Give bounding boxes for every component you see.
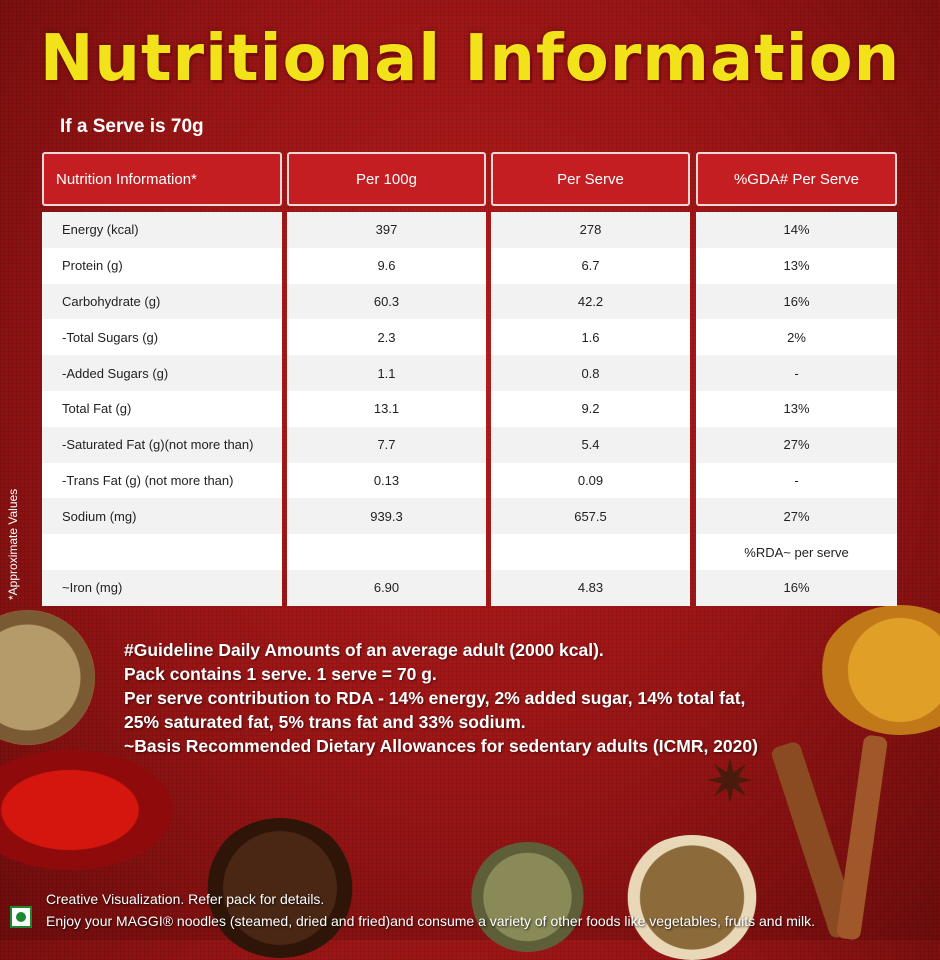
cell-nutrient: -Trans Fat (g) (not more than) <box>42 462 282 499</box>
note-rda-basis: ~Basis Recommended Dietary Allowances fo… <box>124 736 758 756</box>
cell-per-100g: 6.90 <box>287 569 486 606</box>
cell-per-100g: 2.3 <box>287 319 486 356</box>
cell-per-100g: 60.3 <box>287 283 486 320</box>
cell-per-serve: 42.2 <box>491 283 690 320</box>
cell-gda: 14% <box>696 212 897 248</box>
per-serve-column-body: 278 6.7 42.2 1.6 0.8 9.2 5.4 0.09 657.5 … <box>491 212 690 606</box>
nutrient-column-body: Energy (kcal) Protein (g) Carbohydrate (… <box>42 212 282 606</box>
cell-per-serve: 278 <box>491 212 690 248</box>
footer-line-visualization: Creative Visualization. Refer pack for d… <box>46 891 325 907</box>
footer-disclaimer: Creative Visualization. Refer pack for d… <box>46 888 815 932</box>
cell-rda-label: %RDA~ per serve <box>696 534 897 570</box>
cell-nutrient: Protein (g) <box>42 247 282 284</box>
footer-line-enjoy: Enjoy your MAGGI® noodles (steamed, drie… <box>46 913 816 929</box>
note-rda-contribution-cont: 25% saturated fat, 5% trans fat and 33% … <box>124 712 526 732</box>
cell-per-serve: 0.09 <box>491 462 690 499</box>
column-per-100g: Per 100g 397 9.6 60.3 2.3 1.1 13.1 7.7 0… <box>287 152 486 606</box>
cell-nutrient <box>42 534 282 570</box>
cell-per-100g: 939.3 <box>287 498 486 535</box>
cell-per-serve: 9.2 <box>491 390 690 427</box>
turmeric-bowl-image <box>820 605 940 735</box>
cell-gda: - <box>696 355 897 391</box>
column-gda: %GDA# Per Serve 14% 13% 16% 2% - 13% 27%… <box>696 152 897 606</box>
cell-nutrient: Total Fat (g) <box>42 390 282 427</box>
cell-gda: 16% <box>696 569 897 606</box>
red-chillies-image <box>0 740 190 880</box>
page-title: Nutritional Information <box>39 22 901 96</box>
cell-per-serve <box>491 534 690 570</box>
cell-per-100g: 397 <box>287 212 486 248</box>
footnotes: #Guideline Daily Amounts of an average a… <box>124 638 758 758</box>
cell-per-serve: 657.5 <box>491 498 690 535</box>
approximate-values-label: *Approximate Values <box>6 488 20 600</box>
cell-nutrient: Sodium (mg) <box>42 498 282 535</box>
cell-gda: 27% <box>696 498 897 535</box>
cell-per-serve: 0.8 <box>491 355 690 391</box>
note-rda-contribution: Per serve contribution to RDA - 14% ener… <box>124 688 746 708</box>
cell-nutrient: -Added Sugars (g) <box>42 355 282 391</box>
cell-nutrient: -Saturated Fat (g)(not more than) <box>42 426 282 463</box>
cell-gda: - <box>696 462 897 499</box>
cell-nutrient: -Total Sugars (g) <box>42 319 282 356</box>
cell-per-serve: 4.83 <box>491 569 690 606</box>
cell-gda: 2% <box>696 319 897 356</box>
cell-gda: 27% <box>696 426 897 463</box>
note-pack-serve: Pack contains 1 serve. 1 serve = 70 g. <box>124 664 437 684</box>
cell-nutrient: ~Iron (mg) <box>42 569 282 606</box>
star-anise-image: ✷ <box>704 748 756 815</box>
header-per-serve: Per Serve <box>491 152 690 206</box>
cell-gda: 13% <box>696 390 897 427</box>
serve-note: If a Serve is 70g <box>60 116 204 137</box>
cell-per-100g: 7.7 <box>287 426 486 463</box>
cell-per-serve: 1.6 <box>491 319 690 356</box>
header-gda-per-serve: %GDA# Per Serve <box>696 152 897 206</box>
column-per-serve: Per Serve 278 6.7 42.2 1.6 0.8 9.2 5.4 0… <box>491 152 690 606</box>
vegetarian-mark-icon <box>10 906 32 928</box>
cell-gda: 13% <box>696 247 897 284</box>
header-per-100g: Per 100g <box>287 152 486 206</box>
cell-per-100g: 13.1 <box>287 390 486 427</box>
cumin-bowl-image <box>0 610 95 745</box>
header-nutrition-information: Nutrition Information* <box>42 152 282 206</box>
cell-per-100g: 1.1 <box>287 355 486 391</box>
cell-per-100g <box>287 534 486 570</box>
cell-per-100g: 0.13 <box>287 462 486 499</box>
note-gda: #Guideline Daily Amounts of an average a… <box>124 640 604 660</box>
gda-column-body: 14% 13% 16% 2% - 13% 27% - 27% %RDA~ per… <box>696 212 897 606</box>
cell-per-serve: 6.7 <box>491 247 690 284</box>
cell-gda: 16% <box>696 283 897 320</box>
cinnamon-stick-2-image <box>835 734 889 941</box>
cell-per-serve: 5.4 <box>491 426 690 463</box>
cell-per-100g: 9.6 <box>287 247 486 284</box>
column-nutrient: Nutrition Information* Energy (kcal) Pro… <box>42 152 282 606</box>
per-100g-column-body: 397 9.6 60.3 2.3 1.1 13.1 7.7 0.13 939.3… <box>287 212 486 606</box>
cell-nutrient: Energy (kcal) <box>42 212 282 248</box>
cell-nutrient: Carbohydrate (g) <box>42 283 282 320</box>
